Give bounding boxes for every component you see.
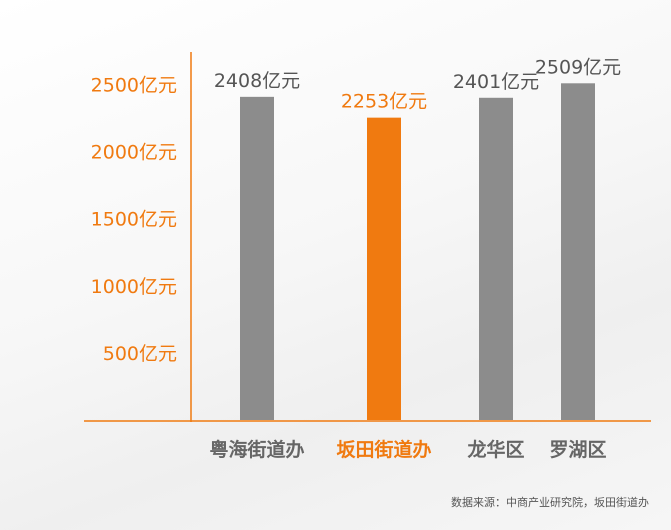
- category-label: 罗湖区: [549, 439, 606, 461]
- data-label: 2509亿元: [535, 56, 621, 78]
- y-tick-label: 1500亿元: [91, 209, 177, 231]
- bar: [479, 97, 513, 420]
- category-label: 坂田街道办: [336, 438, 431, 461]
- category-label: 粤海街道办: [209, 438, 304, 461]
- y-tick-label: 2000亿元: [91, 142, 177, 164]
- bar: [240, 96, 274, 420]
- source-note: 数据来源：中商产业研究院，坂田街道办: [451, 496, 649, 509]
- category-label: 龙华区: [467, 438, 524, 461]
- data-label: 2408亿元: [214, 70, 300, 92]
- bar: [367, 117, 401, 420]
- bar: [561, 83, 595, 420]
- data-label: 2253亿元: [341, 91, 427, 113]
- y-tick-label: 500亿元: [103, 343, 177, 365]
- y-tick-label: 2500亿元: [91, 75, 177, 97]
- data-label: 2401亿元: [453, 71, 539, 93]
- y-tick-label: 1000亿元: [91, 276, 177, 298]
